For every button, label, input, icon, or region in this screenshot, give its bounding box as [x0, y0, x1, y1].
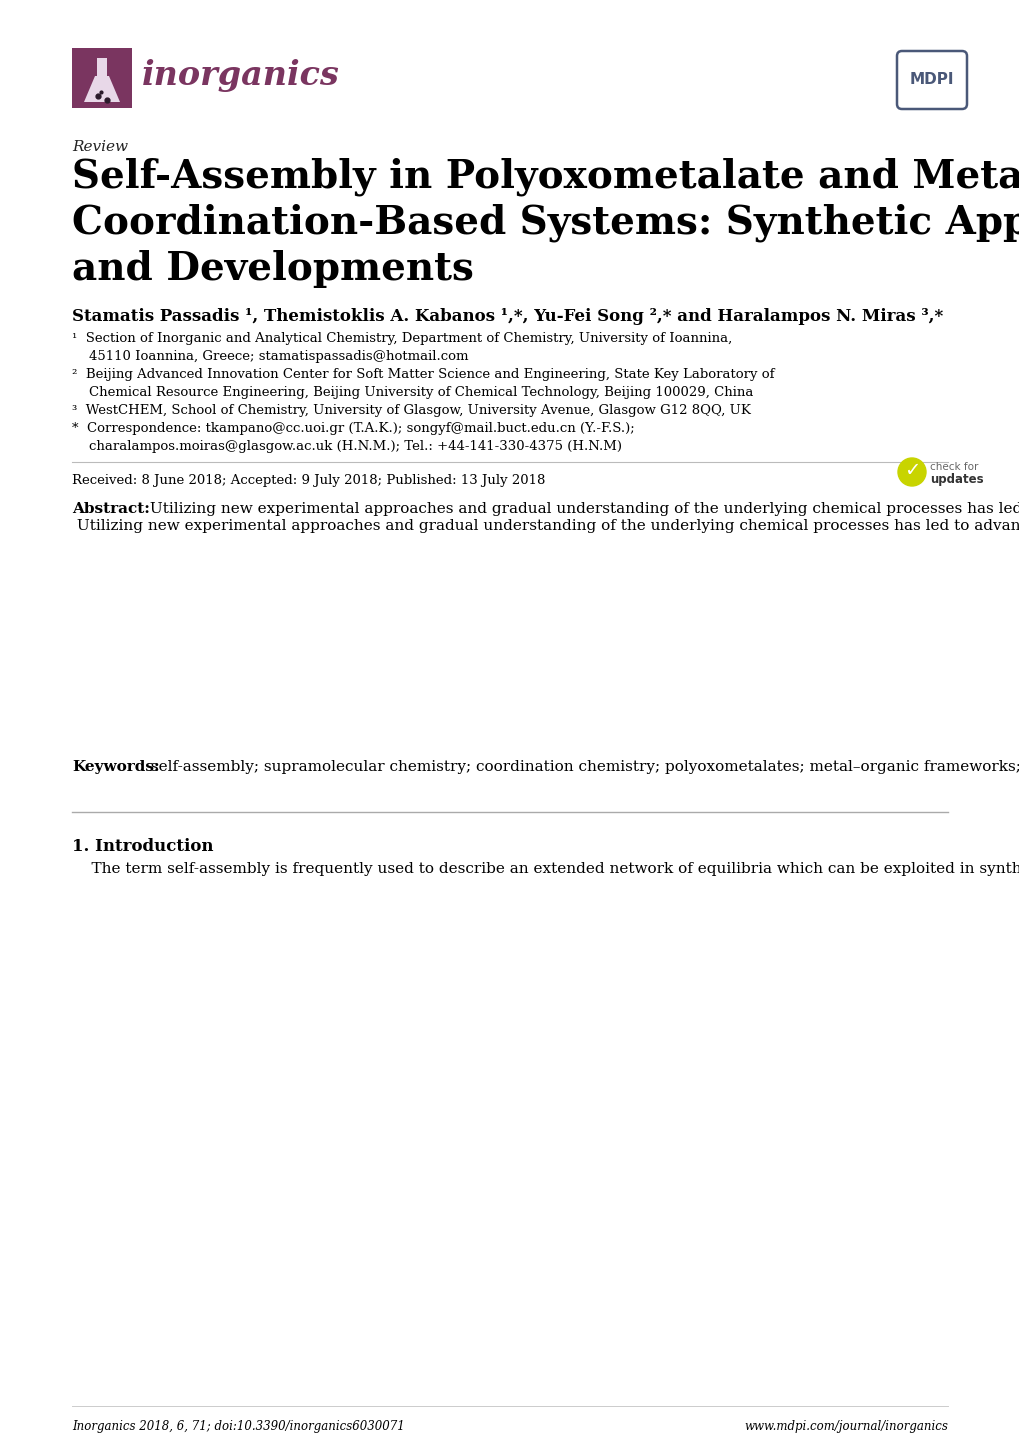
Circle shape: [897, 459, 925, 486]
Text: Inorganics 2018, 6, 71; doi:10.3390/inorganics6030071: Inorganics 2018, 6, 71; doi:10.3390/inor…: [72, 1420, 405, 1433]
Text: Keywords:: Keywords:: [72, 760, 159, 774]
Text: updates: updates: [929, 473, 982, 486]
Text: The term self-assembly is frequently used to describe an extended network of equ: The term self-assembly is frequently use…: [72, 862, 1019, 875]
Text: MDPI: MDPI: [909, 72, 954, 88]
Text: and Developments: and Developments: [72, 249, 474, 288]
Polygon shape: [84, 76, 120, 102]
FancyBboxPatch shape: [896, 50, 966, 110]
Text: 1. Introduction: 1. Introduction: [72, 838, 213, 855]
Text: Coordination-Based Systems: Synthetic Approaches: Coordination-Based Systems: Synthetic Ap…: [72, 203, 1019, 242]
Text: ³  WestCHEM, School of Chemistry, University of Glasgow, University Avenue, Glas: ³ WestCHEM, School of Chemistry, Univers…: [72, 404, 750, 417]
Text: Utilizing new experimental approaches and gradual understanding of the underlyin: Utilizing new experimental approaches an…: [145, 502, 1019, 516]
Text: Review: Review: [72, 140, 127, 154]
Text: ¹  Section of Inorganic and Analytical Chemistry, Department of Chemistry, Unive: ¹ Section of Inorganic and Analytical Ch…: [72, 332, 732, 363]
Text: www.mdpi.com/journal/inorganics: www.mdpi.com/journal/inorganics: [744, 1420, 947, 1433]
Text: *  Correspondence: tkampano@cc.uoi.gr (T.A.K.); songyf@mail.buct.edu.cn (Y.-F.S.: * Correspondence: tkampano@cc.uoi.gr (T.…: [72, 423, 634, 453]
Text: inorganics: inorganics: [142, 59, 339, 92]
Text: Utilizing new experimental approaches and gradual understanding of the underlyin: Utilizing new experimental approaches an…: [72, 519, 1019, 534]
Text: self-assembly; supramolecular chemistry; coordination chemistry; polyoxometalate: self-assembly; supramolecular chemistry;…: [146, 760, 1019, 774]
Text: Received: 8 June 2018; Accepted: 9 July 2018; Published: 13 July 2018: Received: 8 June 2018; Accepted: 9 July …: [72, 474, 545, 487]
Text: Stamatis Passadis ¹, Themistoklis A. Kabanos ¹,*, Yu-Fei Song ²,* and Haralampos: Stamatis Passadis ¹, Themistoklis A. Kab…: [72, 309, 943, 324]
Text: Abstract:: Abstract:: [72, 502, 150, 516]
Text: ²  Beijing Advanced Innovation Center for Soft Matter Science and Engineering, S: ² Beijing Advanced Innovation Center for…: [72, 368, 773, 399]
Text: Self-Assembly in Polyoxometalate and Metal: Self-Assembly in Polyoxometalate and Met…: [72, 159, 1019, 196]
Text: ✓: ✓: [903, 461, 919, 480]
FancyBboxPatch shape: [72, 48, 131, 108]
Text: check for: check for: [929, 461, 977, 472]
Polygon shape: [97, 58, 107, 76]
